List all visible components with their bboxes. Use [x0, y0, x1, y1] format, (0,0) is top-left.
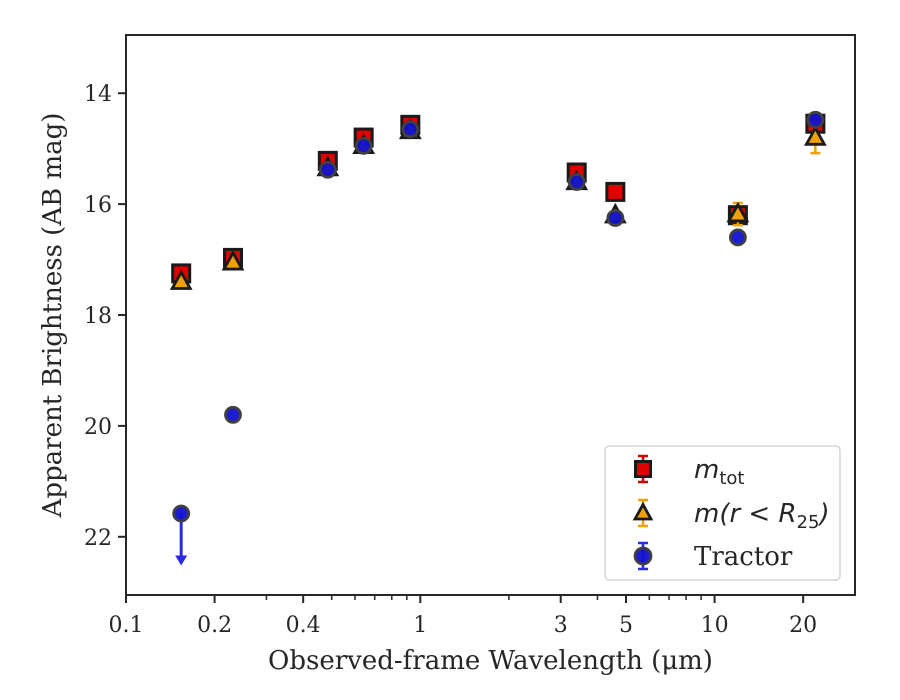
- x-tick-label: 0.4: [286, 613, 321, 638]
- circle-marker: [318, 160, 337, 179]
- data-marks: [169, 110, 827, 566]
- triangle-marker: [221, 249, 245, 271]
- circle-marker: [606, 209, 625, 227]
- legend-circle-marker: [633, 546, 653, 566]
- y-tick-label: 22: [84, 526, 112, 551]
- triangle-marker: [726, 201, 750, 223]
- circle-marker: [567, 173, 586, 191]
- legend-triangle-marker: [632, 501, 654, 521]
- x-tick-label: 20: [789, 613, 817, 638]
- y-tick-label: 16: [84, 193, 112, 218]
- circle-marker: [172, 504, 191, 523]
- x-tick-label: 0.2: [197, 613, 232, 638]
- series-tractor: [172, 110, 825, 566]
- y-tick-label: 18: [84, 304, 112, 329]
- triangle-marker: [803, 125, 827, 146]
- square-marker: [605, 181, 626, 202]
- legend-label: Tractor: [694, 542, 793, 572]
- y-tick-label: 14: [84, 82, 112, 107]
- axis-ticks: 0.1 0.2 0.4 1 3 5 10 20 14 16 18 20 22: [84, 82, 817, 638]
- y-axis-label: Apparent Brightness (AB mag): [38, 113, 68, 519]
- y-tick-label: 20: [84, 415, 112, 440]
- legend-label: m(r < R25): [694, 499, 830, 533]
- legend: mtot m(r < R25) Tractor: [604, 445, 841, 581]
- x-axis-label: Observed-frame Wavelength (μm): [268, 646, 713, 676]
- legend-square-marker: [634, 460, 652, 478]
- legend-entry: mtot: [634, 454, 744, 489]
- circle-marker: [401, 120, 420, 139]
- x-tick-label: 10: [701, 613, 729, 638]
- triangle-marker: [169, 269, 193, 290]
- upper-limit-arrow-head: [175, 555, 188, 566]
- x-tick-label: 3: [554, 613, 568, 638]
- circle-marker: [354, 136, 373, 155]
- legend-entry: Tractor: [633, 541, 793, 572]
- legend-entry: m(r < R25): [632, 498, 830, 533]
- series-mr25: [169, 118, 827, 290]
- circle-marker: [806, 110, 825, 129]
- legend-label: mtot: [694, 455, 744, 489]
- x-tick-label: 0.1: [109, 613, 144, 638]
- circle-marker: [224, 405, 242, 424]
- series-mtot: [171, 113, 826, 284]
- plot-frame: [125, 34, 856, 596]
- x-tick-label: 5: [619, 613, 633, 638]
- legend-box: [604, 445, 841, 581]
- circle-marker: [728, 228, 747, 247]
- x-tick-label: 1: [413, 613, 427, 638]
